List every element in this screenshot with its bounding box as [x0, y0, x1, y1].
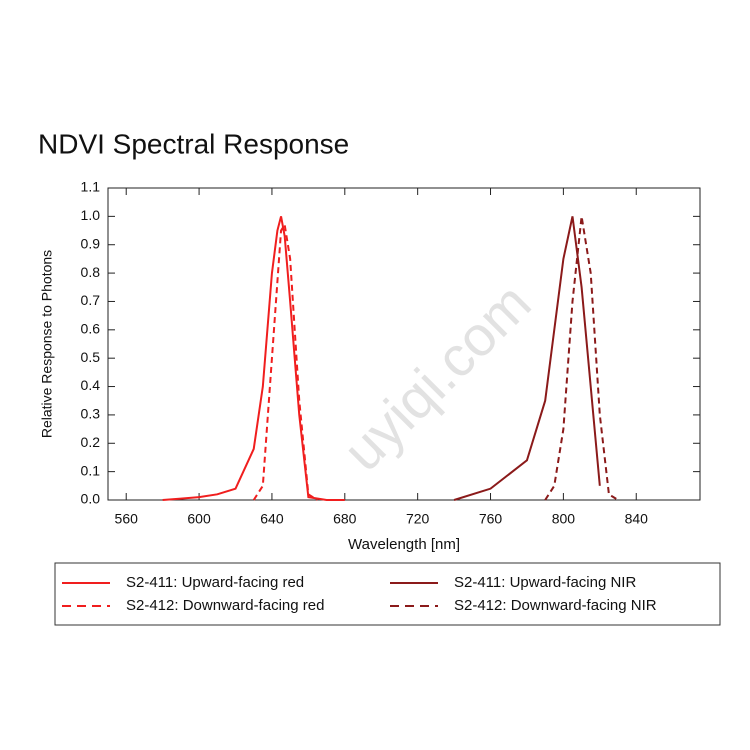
- legend-box: [54, 562, 721, 626]
- x-tick-label: 640: [260, 511, 284, 527]
- x-tick-label: 760: [479, 511, 503, 527]
- y-tick-label: 0.7: [81, 292, 101, 308]
- y-tick-label: 0.9: [81, 235, 101, 251]
- series-line: [162, 216, 345, 501]
- y-axis-label: Relative Response to Photons: [39, 250, 55, 438]
- y-tick-label: 0.3: [81, 406, 101, 422]
- x-tick-label: 800: [552, 511, 576, 527]
- series-line: [453, 216, 601, 501]
- y-tick-label: 1.0: [81, 207, 101, 223]
- x-axis-label: Wavelength [nm]: [348, 536, 460, 553]
- legend-label: S2-411: Upward-facing NIR: [454, 574, 636, 591]
- plot-frame: [107, 187, 701, 501]
- y-tick-label: 0.8: [81, 264, 101, 280]
- y-tick-label: 1.1: [81, 179, 101, 195]
- y-tick-label: 0.2: [81, 434, 101, 450]
- x-tick-label: 840: [625, 511, 649, 527]
- legend-label: S2-412: Downward-facing NIR: [454, 597, 657, 614]
- series-line: [252, 222, 319, 501]
- chart-title: NDVI Spectral Response: [38, 128, 349, 159]
- x-tick-label: 720: [406, 511, 430, 527]
- legend-label: S2-411: Upward-facing red: [126, 574, 304, 591]
- x-tick-label: 680: [333, 511, 357, 527]
- watermark: uyiqi.com: [331, 271, 543, 483]
- y-tick-label: 0.4: [81, 377, 101, 393]
- y-tick-label: 0.0: [81, 491, 101, 507]
- y-tick-label: 0.6: [81, 321, 101, 337]
- x-tick-label: 560: [115, 511, 139, 527]
- y-tick-label: 0.5: [81, 349, 101, 365]
- x-tick-label: 600: [187, 511, 211, 527]
- series-line: [544, 216, 619, 501]
- y-tick-label: 0.1: [81, 462, 101, 478]
- legend-label: S2-412: Downward-facing red: [126, 597, 324, 614]
